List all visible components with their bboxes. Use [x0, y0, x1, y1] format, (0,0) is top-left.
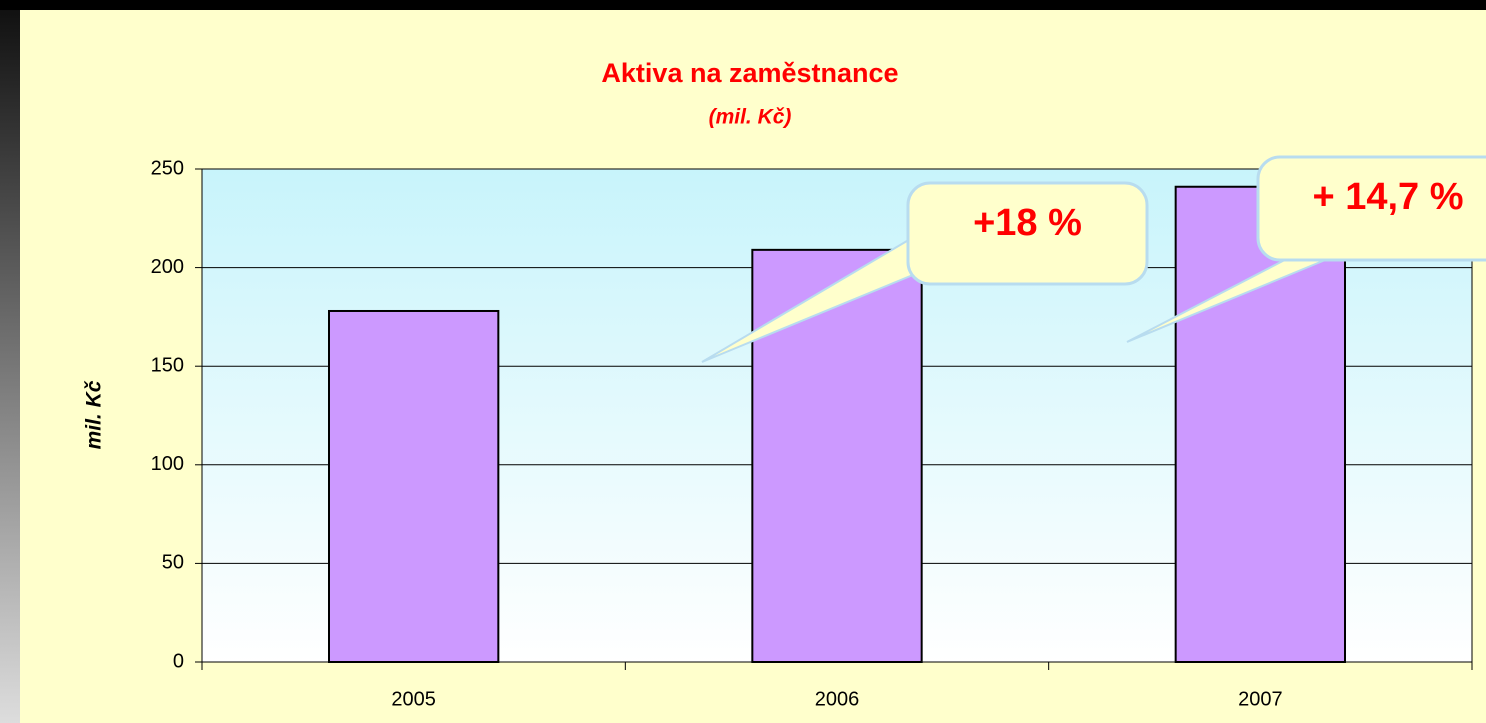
x-tick-label: 2007: [1238, 688, 1283, 710]
frame-edge: [0, 10, 20, 723]
chart-subtitle: (mil. Kč): [709, 106, 792, 129]
callout-text: + 14,7 %: [1312, 176, 1463, 218]
y-tick-label: 100: [151, 453, 184, 475]
y-tick-label: 0: [173, 650, 184, 672]
bar: [328, 309, 500, 663]
y-tick-label: 150: [151, 354, 184, 376]
callout-box: [906, 181, 1149, 286]
bar: [751, 248, 923, 664]
y-tick-label: 50: [162, 552, 184, 574]
bar: [1174, 185, 1346, 664]
x-tick-label: 2006: [815, 688, 860, 710]
x-tick-label: 2005: [391, 688, 436, 710]
callout-joint: [912, 238, 925, 270]
y-axis-label: mil. Kč: [83, 380, 106, 449]
callout-joint: [1300, 252, 1330, 258]
callout-box: [1256, 155, 1486, 262]
callout-text: +18 %: [973, 202, 1082, 244]
y-tick-label: 200: [151, 256, 184, 278]
chart-title: Aktiva na zaměstnance: [601, 58, 898, 88]
y-tick-label: 250: [151, 157, 184, 179]
